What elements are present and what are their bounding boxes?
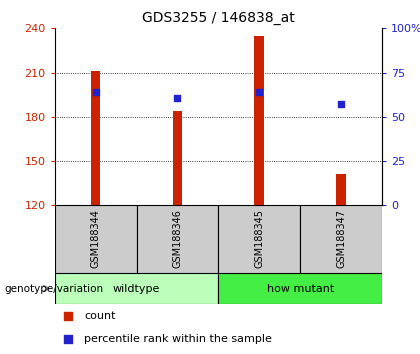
Text: GSM188346: GSM188346 (173, 210, 182, 268)
Bar (300, 205, 382, 273)
Bar (91, 71, 100, 205)
Text: how mutant: how mutant (267, 284, 334, 293)
Point (256, 89, 263, 95)
Text: percentile rank within the sample: percentile rank within the sample (84, 334, 272, 344)
Point (338, 101, 345, 107)
Point (92, 89, 99, 95)
Bar (336, 175, 346, 205)
Point (64, 336, 71, 342)
Bar (55, 273, 218, 304)
Bar (218, 273, 382, 304)
Text: GSM188347: GSM188347 (336, 210, 346, 268)
Bar (55, 205, 136, 273)
Text: GSM188344: GSM188344 (91, 210, 100, 268)
Bar (218, 205, 300, 273)
Bar (136, 205, 218, 273)
Point (64, 313, 71, 319)
Text: genotype/variation: genotype/variation (4, 284, 103, 293)
Bar (255, 36, 264, 205)
Text: wildtype: wildtype (113, 284, 160, 293)
Title: GDS3255 / 146838_at: GDS3255 / 146838_at (142, 11, 295, 24)
Bar (173, 111, 182, 205)
Point (174, 95, 181, 101)
Text: GSM188345: GSM188345 (255, 210, 264, 268)
Text: count: count (84, 311, 116, 321)
